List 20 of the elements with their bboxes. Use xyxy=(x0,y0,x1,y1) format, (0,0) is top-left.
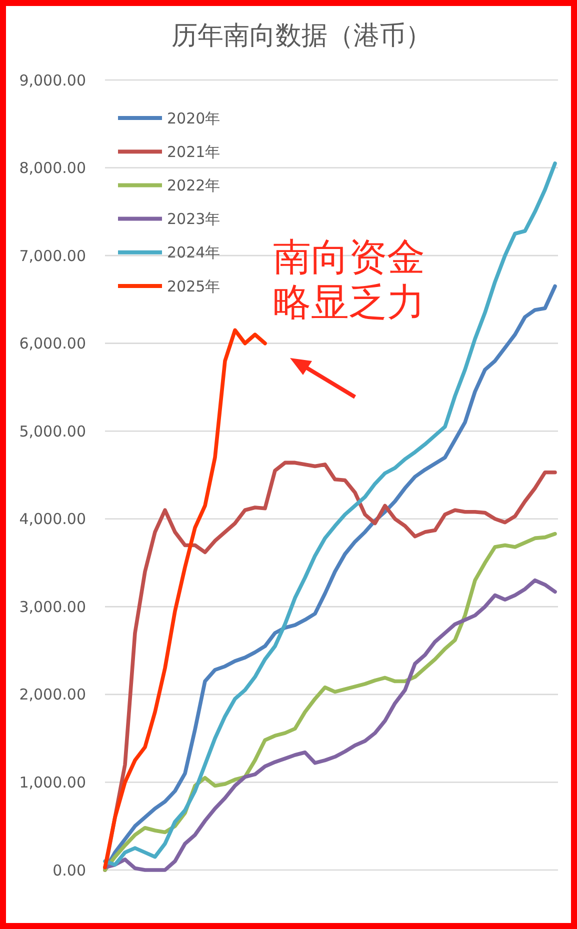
y-tick-label: 3,000.00 xyxy=(19,598,86,616)
line-series xyxy=(103,161,557,867)
y-tick-label: 4,000.00 xyxy=(19,510,86,528)
y-tick-label: 0.00 xyxy=(52,861,86,880)
y-tick-label: 5,000.00 xyxy=(19,422,86,440)
line-series xyxy=(103,328,267,870)
legend-label: 2023年 xyxy=(167,210,220,228)
y-tick-label: 6,000.00 xyxy=(19,334,86,353)
y-tick-label: 9,000.00 xyxy=(19,71,86,90)
y-tick-label: 8,000.00 xyxy=(19,159,86,178)
annotation: 南向资金略显乏力 xyxy=(273,235,425,324)
chart-title: 历年南向数据（港币） xyxy=(172,21,432,51)
legend-label: 2025年 xyxy=(167,277,220,296)
legend-label: 2024年 xyxy=(167,244,220,262)
y-tick-label: 2,000.00 xyxy=(19,686,86,704)
legend-label: 2022年 xyxy=(167,176,220,194)
y-tick-label: 7,000.00 xyxy=(19,246,86,265)
y-tick-label: 1,000.00 xyxy=(19,773,86,792)
legend-label: 2020年 xyxy=(167,109,220,128)
legend-label: 2021年 xyxy=(167,142,220,161)
